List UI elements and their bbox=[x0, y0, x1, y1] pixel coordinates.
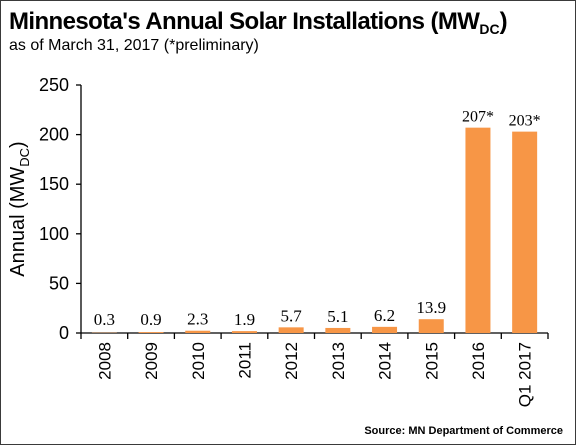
x-tick-label: Q1 2017 bbox=[516, 342, 535, 407]
data-label: 203* bbox=[509, 113, 541, 130]
data-label: 207* bbox=[462, 109, 494, 126]
x-tick-label: 2009 bbox=[142, 342, 161, 380]
x-tick-label: 2014 bbox=[376, 342, 395, 380]
x-tick-label: 2013 bbox=[329, 342, 348, 380]
x-tick-label: 2016 bbox=[469, 342, 488, 380]
x-tick-label: 2010 bbox=[189, 342, 208, 380]
x-tick-label: 2011 bbox=[235, 342, 254, 379]
chart-title: Minnesota's Annual Solar Installations (… bbox=[9, 8, 508, 37]
y-tick-label: 50 bbox=[49, 273, 69, 293]
bar-2016 bbox=[465, 127, 491, 333]
y-tick-label: 0 bbox=[59, 323, 69, 343]
y-tick-label: 150 bbox=[39, 174, 69, 194]
data-label: 5.7 bbox=[281, 306, 303, 325]
chart-title-close: ) bbox=[499, 8, 508, 35]
data-label: 0.3 bbox=[94, 310, 115, 329]
chart-title-subscript: DC bbox=[479, 21, 500, 37]
bar-2011 bbox=[231, 331, 257, 333]
bar-2012 bbox=[278, 327, 304, 333]
chart-subtitle: as of March 31, 2017 (*preliminary) bbox=[9, 37, 259, 54]
data-label: 5.1 bbox=[327, 307, 348, 326]
data-label: 2.3 bbox=[187, 310, 208, 329]
bar-q1-2017 bbox=[512, 131, 538, 333]
y-axis-title-subscript: DC bbox=[17, 148, 32, 167]
bar-2013 bbox=[325, 327, 351, 333]
y-axis-title: Annual (MWDC) bbox=[7, 141, 32, 276]
bar-2015 bbox=[418, 319, 444, 333]
data-label: 1.9 bbox=[234, 310, 255, 329]
data-label: 0.9 bbox=[140, 310, 161, 329]
y-tick-label: 200 bbox=[39, 125, 69, 145]
y-tick-label: 250 bbox=[39, 75, 69, 95]
chart-title-text: Minnesota's Annual Solar Installations (… bbox=[9, 8, 480, 35]
data-label: 6.2 bbox=[374, 306, 395, 325]
x-tick-label: 2015 bbox=[422, 342, 441, 380]
y-tick-label: 100 bbox=[39, 224, 69, 244]
x-tick-label: 2012 bbox=[282, 342, 301, 380]
source-note: Source: MN Department of Commerce bbox=[364, 425, 563, 437]
data-label: 13.9 bbox=[416, 298, 446, 317]
x-tick-label: 2008 bbox=[95, 342, 114, 380]
bar-2009 bbox=[138, 332, 164, 333]
y-axis-title-text: Annual (MW bbox=[7, 167, 29, 277]
y-axis-title-close: ) bbox=[7, 141, 29, 148]
bar-2010 bbox=[185, 330, 211, 333]
bar-2014 bbox=[372, 326, 398, 333]
